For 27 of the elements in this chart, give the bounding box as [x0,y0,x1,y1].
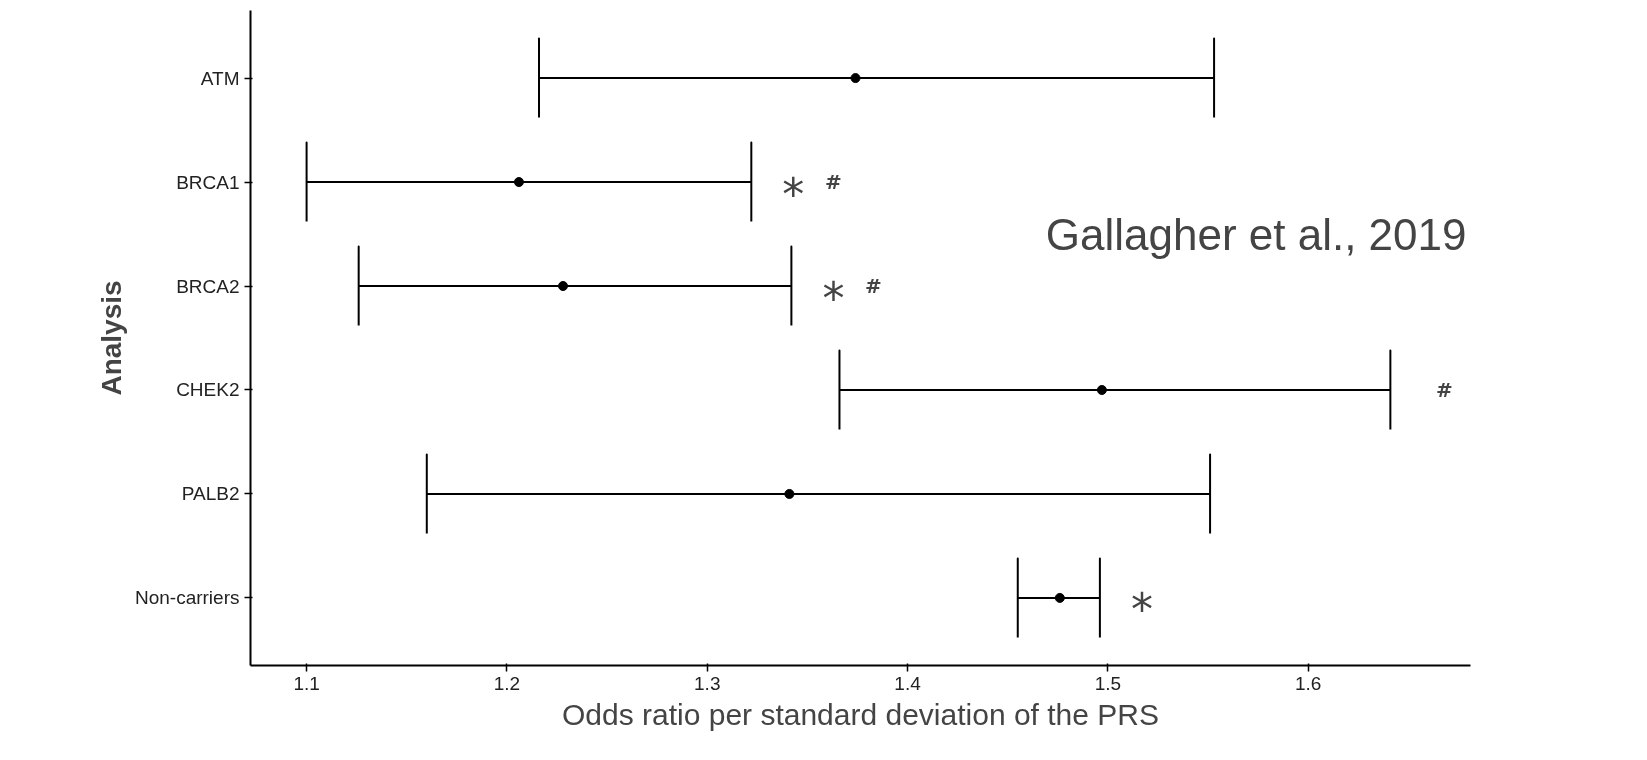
x-tick-label: 1.4 [894,672,922,694]
annotation: # [865,274,882,299]
annotation: * [1130,584,1153,636]
y-tick-label: Non-carriers [134,587,240,609]
point [850,73,861,84]
annotation: # [1435,377,1453,402]
annotation: * [822,272,845,324]
y-tick-label: BRCA1 [176,171,240,193]
point [558,281,569,292]
y-tick-label: ATM [200,67,240,89]
x-tick-label: 1.1 [293,672,320,694]
point [1096,384,1107,395]
point [513,177,524,188]
annotation: # [824,170,842,195]
x-tick-label: 1.2 [493,672,521,694]
x-tick-label: 1.6 [1295,672,1322,694]
y-axis-title: Analysis [95,280,127,396]
x-tick-label: 1.5 [1094,672,1122,694]
y-tick-label: BRCA2 [176,275,240,297]
y-tick-label: PALB2 [181,483,240,505]
x-tick-label: 1.3 [694,672,721,694]
x-axis-title: Odds ratio per standard deviation of the PRS [561,697,1160,731]
annotation: * [782,168,805,220]
point [1054,592,1065,603]
point [784,488,795,499]
annotation: Gallagher et al., 2019 [1045,209,1467,259]
y-tick-label: CHEK2 [176,379,240,401]
